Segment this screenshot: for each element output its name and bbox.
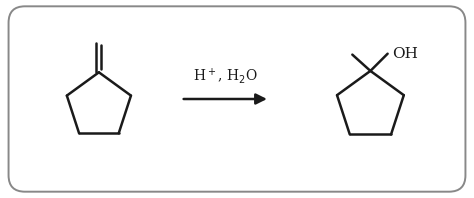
Text: H$^+$, H$_2$O: H$^+$, H$_2$O — [193, 66, 258, 86]
FancyBboxPatch shape — [9, 6, 465, 192]
Text: OH: OH — [392, 47, 418, 61]
